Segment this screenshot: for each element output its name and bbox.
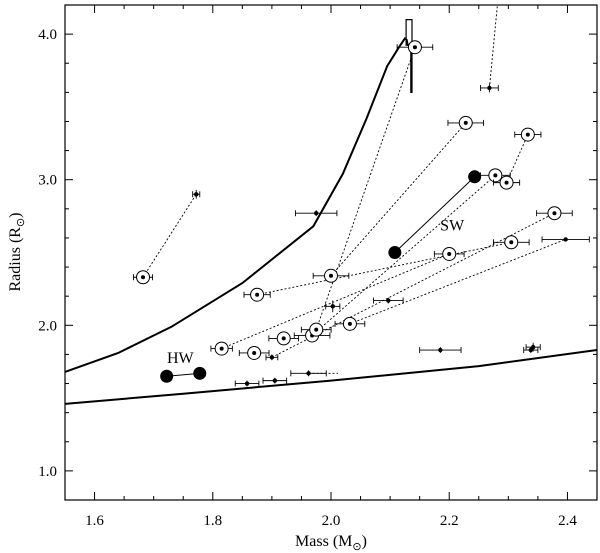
open-circle-center [412, 45, 417, 50]
open-circle-center [329, 273, 333, 278]
annotation-label: HW [167, 350, 195, 367]
open-circle-center [552, 211, 557, 216]
plot-series [65, 5, 597, 405]
y-axis-title: Radius (R⊙) [7, 213, 27, 292]
binary-tie-line [349, 238, 566, 325]
filled-highlight-point [193, 366, 207, 380]
y-tick-label: 3.0 [38, 173, 57, 189]
open-circle-center [252, 350, 257, 355]
tick-labels: 1.6 1.8 2.0 2.2 2.4 1.0 2.0 3.0 4.0 [38, 27, 577, 529]
y-tick-label: 4.0 [38, 27, 57, 43]
x-tick-label: 2.0 [322, 513, 341, 529]
binary-tie-line [221, 253, 450, 350]
small-point [563, 237, 568, 242]
small-point [306, 371, 311, 376]
small-point [438, 347, 443, 353]
open-circle-center [504, 180, 509, 185]
plot-frame [64, 4, 598, 501]
small-point [386, 298, 391, 303]
binary-tie-line [315, 47, 416, 330]
x-axis-title: Mass (M⊙) [295, 533, 367, 553]
x-tick-label: 2.2 [440, 513, 459, 529]
small-point [487, 85, 492, 91]
small-point [272, 378, 278, 383]
small-point [530, 344, 536, 350]
small-point [314, 210, 319, 216]
open-circle-center [525, 132, 530, 137]
highlight-tie-line [394, 176, 475, 253]
annotation-label: SW [440, 218, 465, 235]
annotations: HW SW [167, 218, 465, 367]
filled-highlight-point [468, 170, 482, 184]
x-tick-label: 1.8 [203, 513, 222, 529]
small-point [244, 381, 250, 386]
open-circle-center [141, 275, 146, 280]
small-point [194, 192, 199, 197]
y-tick-label: 1.0 [38, 464, 57, 480]
x-axis-sun-symbol: ⊙ [352, 541, 361, 553]
x-tick-label: 1.6 [85, 513, 104, 529]
binary-tie-line [330, 122, 467, 277]
open-circle-center [314, 327, 319, 332]
open-circle-center [347, 321, 352, 326]
open-circle-center [509, 240, 514, 245]
open-circle-center [281, 336, 286, 341]
small-point [528, 347, 533, 353]
tams-curve [65, 37, 409, 373]
small-point [269, 355, 275, 360]
open-circle-center [493, 173, 498, 178]
binary-tie-line [142, 194, 197, 278]
open-circle-center [447, 251, 452, 256]
filled-highlight-point [388, 246, 402, 259]
open-circle-center [255, 292, 260, 297]
filled-highlight-point [160, 369, 174, 383]
y-axis-sun-symbol: ⊙ [15, 218, 27, 227]
binary-tie-line [488, 5, 498, 89]
axis-ticks [64, 4, 598, 501]
binary-tie-line [311, 174, 496, 336]
binary-tie-line [257, 241, 512, 296]
x-tick-label: 2.4 [558, 513, 577, 529]
small-point [330, 304, 335, 309]
y-tick-label: 2.0 [38, 318, 57, 334]
open-circle-center [219, 346, 224, 351]
zams-curve [65, 349, 597, 405]
open-circle-center [463, 120, 468, 125]
track-vertical-line [405, 19, 413, 94]
